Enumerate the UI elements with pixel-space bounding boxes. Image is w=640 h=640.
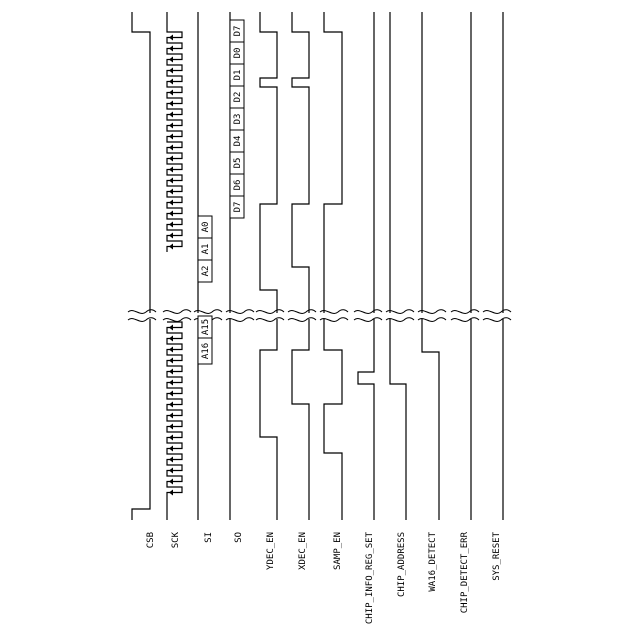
sck-edge-arrow-10	[169, 145, 173, 151]
so-bit-d1: D1	[233, 70, 243, 81]
sck-edge-arrow-3	[169, 68, 173, 74]
sck-edge-arrow-9	[169, 134, 173, 140]
label-samp-en: SAMP_EN	[333, 532, 343, 570]
label-chip-address: CHIP_ADDRESS	[397, 532, 407, 597]
break-marker-10-0	[451, 310, 479, 314]
break-marker-5-0	[288, 310, 316, 314]
si-bit-a2: A2	[201, 266, 211, 277]
sck-edge-arrow-21	[169, 336, 173, 342]
sck-edge-arrow-30	[169, 435, 173, 441]
si-bit-a16: A16	[201, 343, 211, 359]
wave-sck	[167, 12, 182, 520]
sck-edge-arrow-12	[169, 167, 173, 173]
break-marker-0-0	[128, 310, 156, 314]
label-xdec-en: XDEC_EN	[298, 532, 308, 570]
so-bit-d3: D3	[233, 114, 243, 125]
wave-wa16-detect	[422, 12, 439, 520]
si-bit-a15: A15	[201, 319, 211, 335]
sck-edge-arrow-15	[169, 200, 173, 206]
break-gap-5	[289, 313, 315, 319]
sck-edge-arrow-32	[169, 457, 173, 463]
sck-edge-arrow-22	[169, 347, 173, 353]
sck-edge-arrow-16	[169, 211, 173, 217]
sck-edge-arrow-35	[169, 490, 173, 496]
sck-edge-arrow-8	[169, 123, 173, 129]
wave-chip-address	[390, 12, 406, 520]
so-bit-d0: D0	[233, 48, 243, 59]
sck-edge-arrow-29	[169, 424, 173, 430]
sck-edge-arrow-27	[169, 402, 173, 408]
break-gap-9	[419, 313, 445, 319]
sck-edge-arrow-1	[169, 46, 173, 52]
break-gap-8	[387, 313, 413, 319]
sck-edge-arrow-19	[169, 244, 173, 250]
sck-clock-edge-markers	[169, 35, 173, 496]
sck-edge-arrow-2	[169, 57, 173, 63]
break-marker-4-0	[256, 310, 284, 314]
break-gap-10	[452, 313, 478, 319]
label-so: SO	[234, 532, 244, 543]
sck-edge-arrow-25	[169, 380, 173, 386]
break-gap-11	[484, 313, 510, 319]
signal-labels: CSB SCK SI SO YDEC_EN XDEC_EN SAMP_EN CH…	[146, 531, 502, 624]
break-marker-1-0	[163, 310, 191, 314]
sck-edge-arrow-5	[169, 90, 173, 96]
so-bit-boxes: D7 D0 D1 D2 D3 D4 D5 D6 D7	[230, 20, 244, 218]
sck-edge-arrow-26	[169, 391, 173, 397]
sck-edge-arrow-7	[169, 112, 173, 118]
break-marker-11-0	[483, 310, 511, 314]
sck-edge-arrow-11	[169, 156, 173, 162]
so-bit-d6: D6	[233, 180, 243, 191]
si-bit-boxes: A0 A1 A2 A15 A16	[198, 216, 212, 364]
sck-edge-arrow-23	[169, 358, 173, 364]
label-sys-reset: SYS_RESET	[492, 531, 502, 580]
sck-edge-arrow-20	[169, 325, 173, 331]
so-bit-d4: D4	[233, 136, 243, 147]
sck-edge-arrow-17	[169, 222, 173, 228]
sck-edge-arrow-0	[169, 35, 173, 41]
so-bit-d5: D5	[233, 158, 243, 169]
label-sck: SCK	[171, 531, 181, 548]
sck-edge-arrow-4	[169, 79, 173, 85]
label-csb: CSB	[146, 532, 156, 548]
label-ydec-en: YDEC_EN	[266, 532, 276, 570]
sck-edge-arrow-31	[169, 446, 173, 452]
label-si: SI	[204, 532, 214, 543]
sck-edge-arrow-34	[169, 479, 173, 485]
sck-edge-arrow-13	[169, 178, 173, 184]
time-break-markers	[128, 310, 511, 322]
si-bit-a0: A0	[201, 222, 211, 233]
break-marker-7-0	[354, 310, 382, 314]
sck-edge-arrow-14	[169, 189, 173, 195]
sck-edge-arrow-28	[169, 413, 173, 419]
break-gap-1	[164, 313, 190, 319]
waveforms	[132, 12, 503, 520]
wave-ydec-en	[260, 12, 277, 520]
label-chip-info-reg-set: CHIP_INFO_REG_SET	[365, 531, 375, 624]
so-bit-d7-start: D7	[233, 202, 243, 213]
break-gap-7	[355, 313, 381, 319]
break-gap-0	[129, 313, 155, 319]
wave-samp-en	[324, 12, 342, 520]
wave-xdec-en	[292, 12, 309, 520]
break-gap-4	[257, 313, 283, 319]
so-bit-d7-end: D7	[233, 26, 243, 37]
break-gap-6	[321, 313, 347, 319]
so-bit-d2: D2	[233, 92, 243, 103]
label-wa16-detect: WA16_DETECT	[428, 531, 438, 591]
break-gap-3	[227, 313, 253, 319]
si-bit-a1: A1	[201, 244, 211, 255]
sck-edge-arrow-24	[169, 369, 173, 375]
sck-edge-arrow-18	[169, 233, 173, 239]
sck-edge-arrow-6	[169, 101, 173, 107]
sck-edge-arrow-33	[169, 468, 173, 474]
label-chip-detect-err: CHIP_DETECT_ERR	[460, 531, 470, 613]
wave-chip-info-reg-set	[358, 12, 374, 520]
wave-csb	[132, 12, 150, 520]
